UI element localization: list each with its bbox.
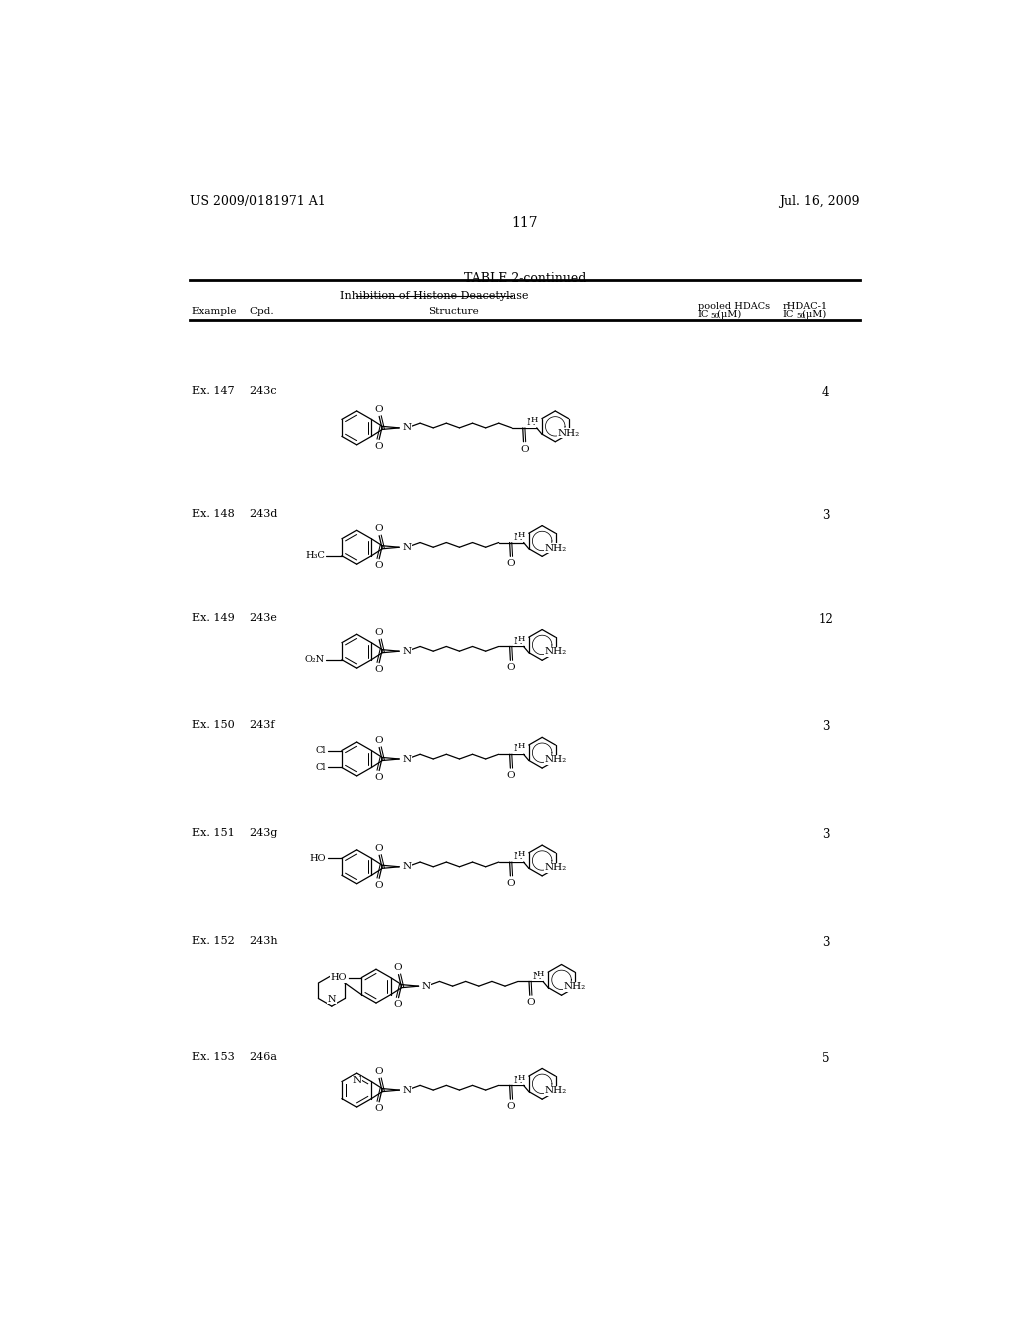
Text: O: O <box>374 628 383 638</box>
Text: NH₂: NH₂ <box>558 429 580 438</box>
Text: Ex. 151: Ex. 151 <box>191 829 234 838</box>
Text: Ex. 150: Ex. 150 <box>191 721 234 730</box>
Text: TABLE 2-continued: TABLE 2-continued <box>464 272 586 285</box>
Text: Cpd.: Cpd. <box>250 308 274 315</box>
Text: NH₂: NH₂ <box>564 982 586 991</box>
Text: 246a: 246a <box>250 1052 278 1061</box>
Text: O: O <box>507 771 515 780</box>
Text: 3: 3 <box>821 721 829 734</box>
Text: HO: HO <box>310 854 327 863</box>
Text: Structure: Structure <box>428 308 479 315</box>
Text: O: O <box>374 1104 383 1113</box>
Text: N: N <box>513 1076 522 1085</box>
Text: 3: 3 <box>821 936 829 949</box>
Text: pooled HDACs: pooled HDACs <box>697 302 770 312</box>
Text: O: O <box>374 774 383 781</box>
Text: O: O <box>507 879 515 888</box>
Text: N: N <box>513 744 522 754</box>
Text: N: N <box>328 995 336 1003</box>
Text: Ex. 149: Ex. 149 <box>191 612 234 623</box>
Text: H: H <box>530 416 538 424</box>
Text: H: H <box>517 850 524 858</box>
Text: O: O <box>374 737 383 744</box>
Text: NH₂: NH₂ <box>545 1086 566 1096</box>
Text: O: O <box>526 998 535 1007</box>
Text: N: N <box>402 647 412 656</box>
Text: N: N <box>402 543 412 552</box>
Text: Ex. 148: Ex. 148 <box>191 508 234 519</box>
Text: 117: 117 <box>511 216 539 230</box>
Text: 243h: 243h <box>250 936 279 946</box>
Text: O: O <box>507 1102 515 1111</box>
Text: H: H <box>517 1073 524 1081</box>
Text: 3: 3 <box>821 829 829 841</box>
Text: O: O <box>374 442 383 450</box>
Text: (μM): (μM) <box>714 310 741 319</box>
Text: 50: 50 <box>796 313 805 321</box>
Text: US 2009/0181971 A1: US 2009/0181971 A1 <box>190 195 326 209</box>
Text: O: O <box>374 665 383 675</box>
Text: N: N <box>402 424 412 433</box>
Text: Ex. 147: Ex. 147 <box>191 385 234 396</box>
Text: N: N <box>513 853 522 861</box>
Text: O₂N: O₂N <box>305 655 325 664</box>
Text: O: O <box>374 405 383 414</box>
Text: 12: 12 <box>818 612 833 626</box>
Text: NH₂: NH₂ <box>545 863 566 873</box>
Text: N: N <box>352 1076 361 1085</box>
Text: O: O <box>507 664 515 672</box>
Text: H: H <box>537 970 544 978</box>
Text: N: N <box>532 972 542 981</box>
Text: O: O <box>393 1001 402 1008</box>
Text: 243d: 243d <box>250 508 279 519</box>
Text: Inhibition of Histone Deacetylase: Inhibition of Histone Deacetylase <box>340 290 528 301</box>
Text: 50: 50 <box>711 313 720 321</box>
Text: 243f: 243f <box>250 721 275 730</box>
Text: 243c: 243c <box>250 385 278 396</box>
Text: (μM): (μM) <box>799 310 826 319</box>
Text: N: N <box>513 533 522 541</box>
Text: H₃C: H₃C <box>305 552 325 560</box>
Text: 5: 5 <box>821 1052 829 1065</box>
Text: O: O <box>374 843 383 853</box>
Text: IC: IC <box>697 310 709 319</box>
Text: rHDAC-1: rHDAC-1 <box>783 302 828 312</box>
Text: H: H <box>517 531 524 539</box>
Text: Cl: Cl <box>315 763 327 772</box>
Text: N: N <box>402 862 412 871</box>
Text: O: O <box>520 445 528 454</box>
Text: NH₂: NH₂ <box>545 544 566 553</box>
Text: 4: 4 <box>821 385 829 399</box>
Text: H: H <box>517 635 524 643</box>
Text: HO: HO <box>331 973 347 982</box>
Text: Jul. 16, 2009: Jul. 16, 2009 <box>779 195 859 209</box>
Text: H: H <box>517 742 524 750</box>
Text: O: O <box>374 880 383 890</box>
Text: Cl: Cl <box>315 746 327 755</box>
Text: N: N <box>513 636 522 645</box>
Text: N: N <box>422 982 431 990</box>
Text: O: O <box>374 524 383 533</box>
Text: O: O <box>393 964 402 973</box>
Text: O: O <box>507 560 515 569</box>
Text: Ex. 153: Ex. 153 <box>191 1052 234 1061</box>
Text: O: O <box>374 561 383 570</box>
Text: IC: IC <box>783 310 795 319</box>
Text: N: N <box>526 418 536 428</box>
Text: O: O <box>374 1068 383 1076</box>
Text: NH₂: NH₂ <box>545 755 566 764</box>
Text: Ex. 152: Ex. 152 <box>191 936 234 946</box>
Text: 243e: 243e <box>250 612 278 623</box>
Text: 3: 3 <box>821 508 829 521</box>
Text: N: N <box>402 755 412 763</box>
Text: Example: Example <box>191 308 237 315</box>
Text: 243g: 243g <box>250 829 279 838</box>
Text: NH₂: NH₂ <box>545 648 566 656</box>
Text: N: N <box>402 1085 412 1094</box>
